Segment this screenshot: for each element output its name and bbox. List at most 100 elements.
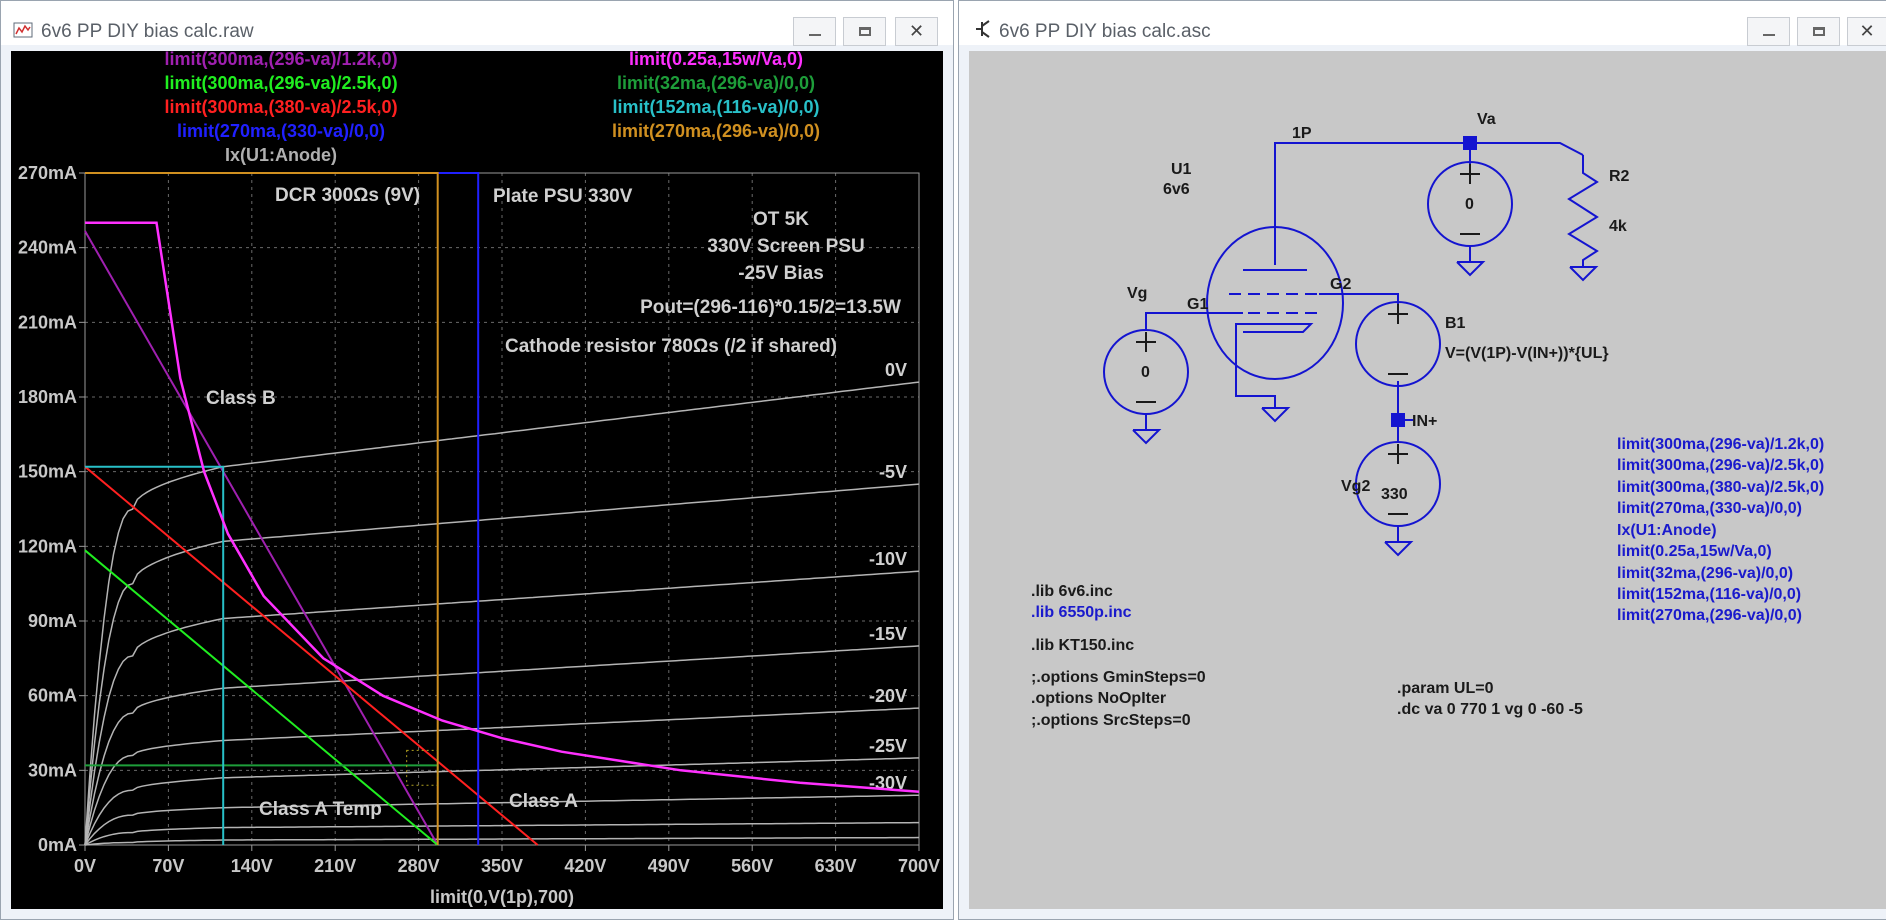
directive-lib-6v6[interactable]: .lib 6v6.inc	[1031, 583, 1113, 600]
ground-icon	[1261, 407, 1291, 423]
annotation-class-a-temp: Class A Temp	[259, 799, 382, 820]
trace-expression[interactable]: limit(152ma,(116-va)/0,0)	[1617, 586, 1801, 603]
r2-value-label: 4k	[1609, 218, 1627, 235]
close-button[interactable]: ✕	[1847, 17, 1886, 46]
net-g1-label: G1	[1187, 296, 1208, 313]
directive-param-ul[interactable]: .param UL=0	[1397, 680, 1494, 697]
trace-legend-label[interactable]: limit(300ma,(296-va)/1.2k,0)	[164, 49, 397, 69]
x-tick-label: 490V	[648, 856, 690, 876]
y-tick-label: 30mA	[28, 760, 77, 780]
grid-bias-label: -5V	[879, 462, 907, 482]
grid-bias-label: -25V	[869, 736, 907, 756]
directive-dc-sweep[interactable]: .dc va 0 770 1 vg 0 -60 -5	[1397, 701, 1583, 718]
trace-legend-label[interactable]: limit(152ma,(116-va)/0,0)	[612, 97, 819, 117]
trace-legend-label[interactable]: Ix(U1:Anode)	[225, 145, 337, 165]
annotation-cathode: Cathode resistor 780Ωs (/2 if shared)	[505, 336, 837, 357]
y-tick-label: 270mA	[18, 163, 77, 183]
trace-expression[interactable]: Ix(U1:Anode)	[1617, 522, 1717, 539]
minimize-button[interactable]	[793, 17, 836, 46]
x-tick-label: 700V	[898, 856, 940, 876]
ground-icon	[1132, 429, 1162, 445]
waveform-plot[interactable]: 0V 70V 140V 210V 280V 350V 420V 490V 560V 630V 700…	[11, 49, 943, 909]
r2-resistor-symbol[interactable]	[1567, 155, 1599, 267]
b1-source-symbol[interactable]	[1355, 301, 1441, 387]
close-button[interactable]: ✕	[895, 17, 938, 46]
operating-point-marker	[406, 749, 439, 786]
va-value-label: 0	[1465, 196, 1474, 213]
grid-bias-label: -20V	[869, 686, 907, 706]
trace-expression[interactable]: limit(270ma,(296-va)/0,0)	[1617, 607, 1802, 624]
net-1p-label: 1P	[1292, 125, 1312, 142]
trace-expression[interactable]: limit(300ma,(296-va)/1.2k,0)	[1617, 436, 1824, 453]
vg2-source-symbol[interactable]	[1355, 441, 1441, 542]
x-tick-label: 420V	[564, 856, 606, 876]
net-va-label: Va	[1477, 111, 1496, 128]
x-axis-title: limit(0,V(1p),700)	[430, 887, 574, 907]
trace-legend-label[interactable]: limit(270ma,(296-va)/0,0)	[612, 121, 820, 141]
trace-legend-label[interactable]: limit(300ma,(380-va)/2.5k,0)	[164, 97, 397, 117]
trace-legend-label[interactable]: limit(270ma,(330-va)/0,0)	[177, 121, 385, 141]
load-line	[84, 465, 539, 846]
schematic-window: 6v6 PP DIY bias calc.asc ✕	[958, 0, 1886, 920]
annotation-class-a: Class A	[509, 791, 578, 812]
trace-expression[interactable]: limit(270ma,(330-va)/0,0)	[1617, 500, 1802, 517]
x-tick-label: 140V	[231, 856, 273, 876]
x-tick-label: 630V	[815, 856, 857, 876]
plot-window: 6v6 PP DIY bias calc.raw ✕ 0V 70V 140V 210V…	[0, 0, 954, 920]
junction-in	[1391, 413, 1405, 427]
tube-u1-symbol[interactable]	[1206, 226, 1344, 380]
grid-bias-label: -10V	[869, 549, 907, 569]
grid-bias-label: 0V	[885, 360, 907, 380]
load-line	[84, 230, 439, 846]
grid-bias-label: -15V	[869, 624, 907, 644]
trace-legend-label[interactable]: limit(300ma,(296-va)/2.5k,0)	[164, 73, 397, 93]
annotation-bias: -25V Bias	[738, 263, 824, 284]
plot-titlebar[interactable]: 6v6 PP DIY bias calc.raw ✕	[1, 1, 953, 46]
directive-srcsteps[interactable]: ;.options SrcSteps=0	[1031, 712, 1191, 729]
y-tick-label: 180mA	[18, 387, 77, 407]
r2-name-label: R2	[1609, 168, 1630, 185]
schematic-titlebar[interactable]: 6v6 PP DIY bias calc.asc ✕	[959, 1, 1886, 46]
trace-expression[interactable]: limit(32ma,(296-va)/0,0)	[1617, 565, 1793, 582]
annotation-dcr: DCR 300Ωs (9V)	[275, 185, 420, 206]
u1-name-label: U1	[1171, 161, 1192, 178]
trace-expression[interactable]: limit(300ma,(296-va)/2.5k,0)	[1617, 457, 1824, 474]
trace-expression-list[interactable]: limit(300ma,(296-va)/1.2k,0) limit(300ma…	[1617, 436, 1824, 624]
b1-name-label: B1	[1445, 315, 1466, 332]
plot-window-title: 6v6 PP DIY bias calc.raw	[41, 21, 254, 42]
vg2-value-label: 330	[1381, 486, 1408, 503]
ground-icon	[1384, 541, 1414, 557]
y-tick-label: 60mA	[28, 686, 77, 706]
load-line	[84, 549, 439, 846]
directive-noopiter[interactable]: .options NoOpIter	[1031, 690, 1166, 707]
minimize-button[interactable]	[1747, 17, 1790, 46]
directive-lib-kt150[interactable]: .lib KT150.inc	[1031, 637, 1134, 654]
x-tick-label: 0V	[74, 856, 96, 876]
y-tick-label: 240mA	[18, 238, 77, 258]
x-tick-label: 210V	[314, 856, 356, 876]
directive-lib-6550p[interactable]: .lib 6550p.inc	[1031, 604, 1132, 621]
trace-expression[interactable]: limit(300ma,(380-va)/2.5k,0)	[1617, 479, 1824, 496]
trace-legend-label[interactable]: limit(32ma,(296-va)/0,0)	[617, 73, 815, 93]
waveform-app-icon	[13, 21, 33, 39]
net-g2-label: G2	[1330, 276, 1351, 293]
plot-canvas[interactable]: 0V 70V 140V 210V 280V 350V 420V 490V 560V 630V 700…	[11, 49, 943, 909]
trace-legend-label[interactable]: limit(0.25a,15w/Va,0)	[629, 49, 803, 69]
directive-gminsteps[interactable]: ;.options GminSteps=0	[1031, 669, 1206, 686]
source-polarity-marks	[1136, 164, 1480, 515]
maximize-button[interactable]	[843, 17, 886, 46]
x-tick-label: 350V	[481, 856, 523, 876]
trace-expression[interactable]: limit(0.25a,15w/Va,0)	[1617, 543, 1772, 560]
va-source-symbol[interactable]	[1427, 161, 1513, 262]
ground-icon	[1456, 261, 1486, 277]
y-tick-label: 0mA	[38, 835, 77, 855]
maximize-button[interactable]	[1797, 17, 1840, 46]
b1-expression-label: V=(V(1P)-V(IN+))*{UL}	[1445, 345, 1609, 362]
schematic-canvas[interactable]: U1 6v6 1P Va 0 R2 4k Vg 0 G1 G2 B1 V=(V(…	[969, 51, 1886, 909]
vg-source-symbol[interactable]	[1103, 329, 1189, 430]
schematic-window-title: 6v6 PP DIY bias calc.asc	[999, 21, 1211, 42]
max-dissipation-curve	[85, 221, 920, 793]
vg2-name-label: Vg2	[1341, 478, 1370, 495]
annotation-ot: OT 5K	[753, 209, 809, 230]
schematic-wires	[1145, 142, 1584, 442]
